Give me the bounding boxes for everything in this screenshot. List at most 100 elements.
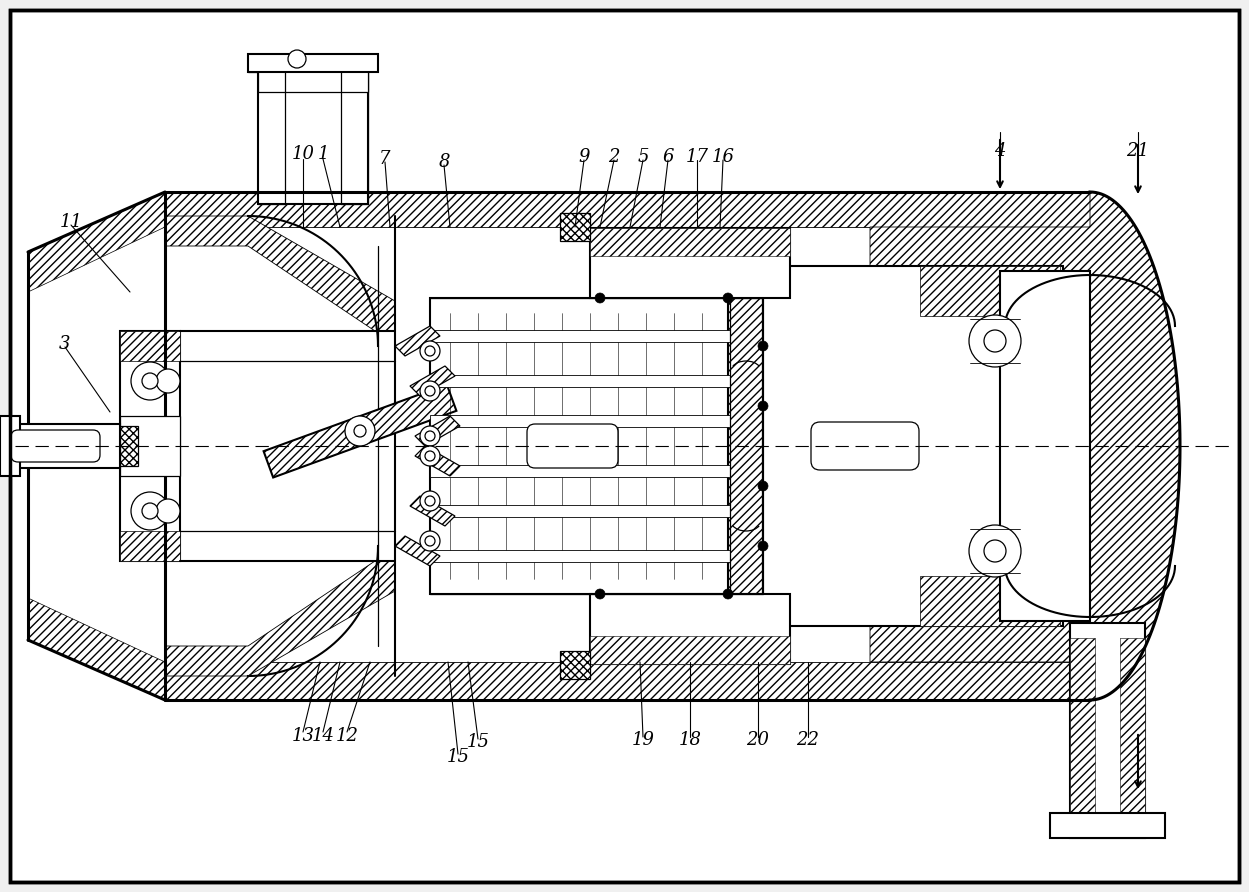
Text: 7: 7 — [380, 150, 391, 168]
Polygon shape — [590, 228, 791, 256]
Text: 11: 11 — [60, 213, 82, 231]
Bar — [430, 415, 729, 427]
Bar — [430, 465, 729, 477]
Circle shape — [353, 425, 366, 437]
Text: 1: 1 — [317, 145, 328, 163]
Polygon shape — [921, 266, 1060, 316]
Circle shape — [131, 492, 169, 530]
Circle shape — [425, 451, 435, 461]
Circle shape — [425, 496, 435, 506]
Circle shape — [420, 381, 440, 401]
Circle shape — [289, 50, 306, 68]
Text: 13: 13 — [291, 727, 315, 745]
Circle shape — [969, 315, 1020, 367]
Bar — [259, 70, 368, 92]
Circle shape — [420, 426, 440, 446]
Circle shape — [420, 531, 440, 551]
Text: 21: 21 — [1127, 142, 1149, 160]
Polygon shape — [415, 446, 460, 476]
Circle shape — [420, 341, 440, 361]
Circle shape — [425, 536, 435, 546]
Bar — [120, 426, 137, 466]
Polygon shape — [395, 536, 440, 566]
Circle shape — [723, 589, 733, 599]
Text: 18: 18 — [678, 731, 702, 749]
Polygon shape — [1070, 638, 1095, 838]
Circle shape — [425, 431, 435, 441]
Circle shape — [156, 369, 180, 393]
Bar — [728, 298, 763, 594]
Bar — [560, 213, 590, 241]
Circle shape — [142, 503, 159, 519]
Polygon shape — [410, 366, 455, 396]
Text: 9: 9 — [578, 148, 590, 166]
Polygon shape — [165, 216, 395, 331]
Polygon shape — [410, 496, 455, 526]
Circle shape — [420, 491, 440, 511]
Polygon shape — [165, 192, 1090, 227]
Circle shape — [420, 446, 440, 466]
Text: 12: 12 — [336, 727, 358, 745]
Text: 8: 8 — [438, 153, 450, 171]
Text: 19: 19 — [632, 731, 654, 749]
Bar — [560, 651, 590, 679]
Bar — [763, 266, 1063, 626]
Bar — [1000, 271, 1090, 621]
FancyBboxPatch shape — [811, 422, 919, 470]
Bar — [0, 424, 120, 468]
Polygon shape — [921, 576, 1060, 626]
Bar — [0, 416, 20, 476]
Bar — [120, 331, 180, 561]
Circle shape — [142, 373, 159, 389]
Polygon shape — [264, 384, 456, 477]
Circle shape — [758, 481, 768, 491]
Text: 15: 15 — [446, 748, 470, 766]
Polygon shape — [395, 326, 440, 356]
Bar — [120, 416, 180, 476]
Bar — [590, 594, 791, 664]
Text: 17: 17 — [686, 148, 708, 166]
Bar — [430, 375, 729, 387]
Bar — [259, 64, 368, 204]
Circle shape — [969, 525, 1020, 577]
Text: 3: 3 — [59, 335, 71, 353]
Polygon shape — [165, 561, 395, 676]
Circle shape — [345, 416, 375, 446]
Bar — [590, 228, 791, 298]
Text: 22: 22 — [797, 731, 819, 749]
Polygon shape — [165, 662, 1090, 700]
Circle shape — [425, 386, 435, 396]
Polygon shape — [27, 598, 165, 700]
Polygon shape — [1000, 271, 1090, 621]
Text: 20: 20 — [747, 731, 769, 749]
Bar — [249, 54, 378, 72]
Bar — [430, 505, 729, 517]
Circle shape — [758, 341, 768, 351]
Bar — [1070, 623, 1145, 838]
Polygon shape — [249, 64, 285, 204]
Text: 14: 14 — [311, 727, 335, 745]
Circle shape — [595, 589, 605, 599]
Polygon shape — [871, 192, 1180, 700]
Polygon shape — [27, 192, 165, 292]
Circle shape — [595, 293, 605, 303]
Text: 4: 4 — [994, 142, 1005, 160]
Circle shape — [131, 362, 169, 400]
Polygon shape — [120, 331, 180, 361]
FancyBboxPatch shape — [527, 424, 618, 468]
Polygon shape — [120, 531, 180, 561]
Bar — [430, 550, 729, 562]
Circle shape — [758, 401, 768, 411]
Polygon shape — [1120, 638, 1145, 838]
Text: 15: 15 — [466, 733, 490, 751]
Text: 16: 16 — [712, 148, 734, 166]
Circle shape — [156, 499, 180, 523]
Polygon shape — [415, 416, 460, 446]
Circle shape — [984, 540, 1005, 562]
Text: 10: 10 — [291, 145, 315, 163]
Bar — [430, 330, 729, 342]
Circle shape — [758, 541, 768, 551]
Circle shape — [723, 293, 733, 303]
Polygon shape — [590, 636, 791, 664]
Bar — [1050, 813, 1165, 838]
